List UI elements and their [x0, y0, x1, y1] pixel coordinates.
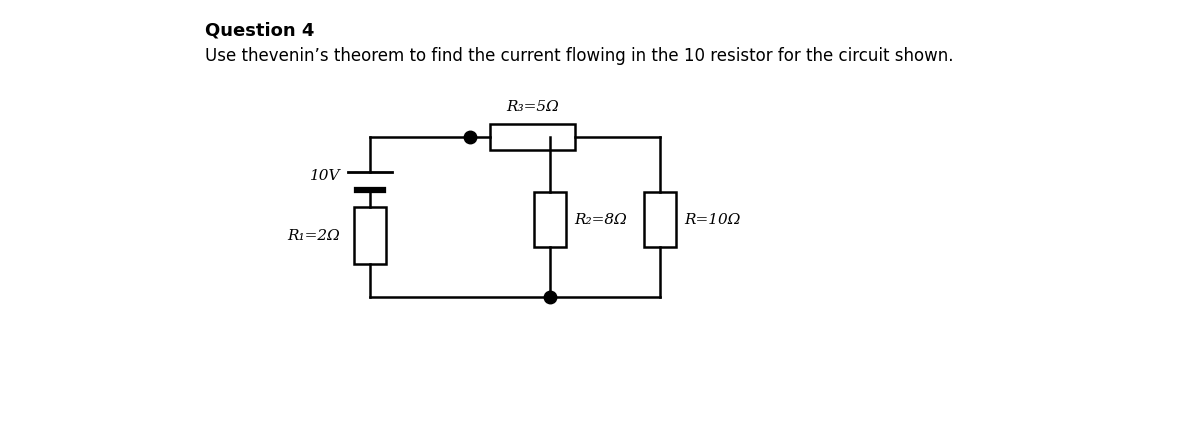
Bar	[354, 207, 386, 264]
Bar	[490, 124, 575, 150]
Text: R₂=8Ω: R₂=8Ω	[574, 213, 626, 226]
Bar	[644, 192, 676, 247]
Text: 10V: 10V	[310, 169, 340, 183]
Text: Use thevenin’s theorem to find the current flowing in the 10 resistor for the ci: Use thevenin’s theorem to find the curre…	[205, 47, 954, 65]
Text: R=10Ω: R=10Ω	[684, 213, 740, 226]
Text: Question 4: Question 4	[205, 22, 314, 40]
Text: R₃=5Ω: R₃=5Ω	[506, 100, 559, 114]
Bar	[534, 192, 566, 247]
Text: R₁=2Ω: R₁=2Ω	[287, 229, 340, 242]
